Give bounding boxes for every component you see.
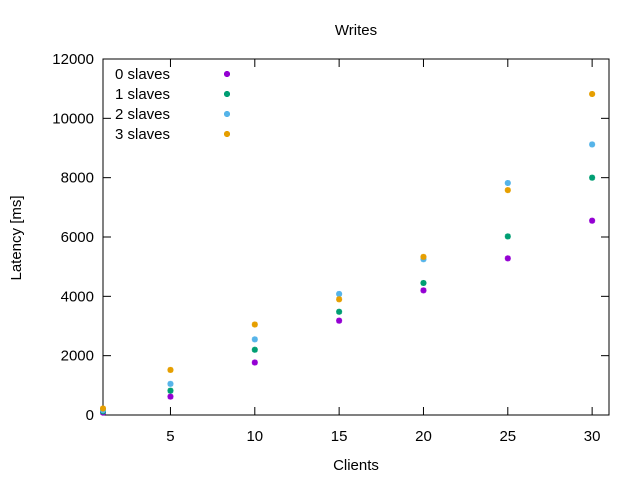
- data-point-series-3: [504, 187, 511, 194]
- data-point-series-1: [504, 233, 511, 240]
- data-points: [100, 91, 596, 416]
- data-point-series-3: [336, 296, 343, 303]
- legend-label: 1 slaves: [115, 86, 170, 103]
- chart-title: Writes: [335, 22, 377, 39]
- legend-marker: [224, 71, 230, 77]
- data-point-series-3: [100, 405, 106, 412]
- y-tick-label: 6000: [61, 229, 94, 246]
- legend-label: 0 slaves: [115, 66, 170, 83]
- x-tick-label: 10: [246, 428, 263, 445]
- data-point-series-2: [589, 141, 596, 148]
- legend-marker: [224, 91, 230, 97]
- data-point-series-0: [504, 255, 511, 262]
- x-tick-label: 30: [584, 428, 601, 445]
- data-point-series-0: [167, 393, 174, 400]
- legend-marker: [224, 131, 230, 137]
- x-tick-label: 5: [166, 428, 174, 445]
- y-tick-label: 0: [86, 407, 94, 424]
- x-tick-label: 20: [415, 428, 432, 445]
- y-tick-label: 4000: [61, 288, 94, 305]
- y-tick-label: 2000: [61, 348, 94, 365]
- data-point-series-1: [589, 174, 596, 181]
- data-point-series-0: [336, 317, 343, 324]
- y-tick-label: 12000: [52, 51, 94, 68]
- data-point-series-3: [251, 321, 258, 328]
- legend: 0 slaves 1 slaves 2 slaves 3 slaves: [115, 66, 230, 143]
- legend-label: 2 slaves: [115, 106, 170, 123]
- x-tick-label: 25: [499, 428, 516, 445]
- plot-frame: [102, 58, 610, 416]
- x-tick-label: 15: [331, 428, 348, 445]
- data-point-series-3: [420, 253, 427, 260]
- legend-marker: [224, 111, 230, 117]
- data-point-series-2: [167, 380, 174, 387]
- y-axis-label: Latency [ms]: [8, 195, 25, 280]
- data-point-series-1: [167, 387, 174, 394]
- data-point-series-2: [504, 180, 511, 187]
- x-axis-label: Clients: [333, 457, 379, 474]
- data-point-series-2: [251, 336, 258, 343]
- y-tick-label: 10000: [52, 110, 94, 127]
- data-point-series-0: [589, 217, 596, 224]
- y-tick-label: 8000: [61, 170, 94, 187]
- axis-ticks: 5 10 15 20 25 30 0 2000 4000 6000 8000 10000 12000: [52, 51, 609, 445]
- data-point-series-0: [251, 359, 258, 366]
- data-point-series-0: [420, 287, 427, 294]
- data-point-series-3: [167, 366, 174, 373]
- legend-label: 3 slaves: [115, 126, 170, 143]
- data-point-series-1: [420, 279, 427, 286]
- data-point-series-3: [589, 91, 596, 98]
- data-point-series-2: [336, 290, 343, 297]
- data-point-series-1: [336, 308, 343, 315]
- data-point-series-1: [251, 346, 258, 353]
